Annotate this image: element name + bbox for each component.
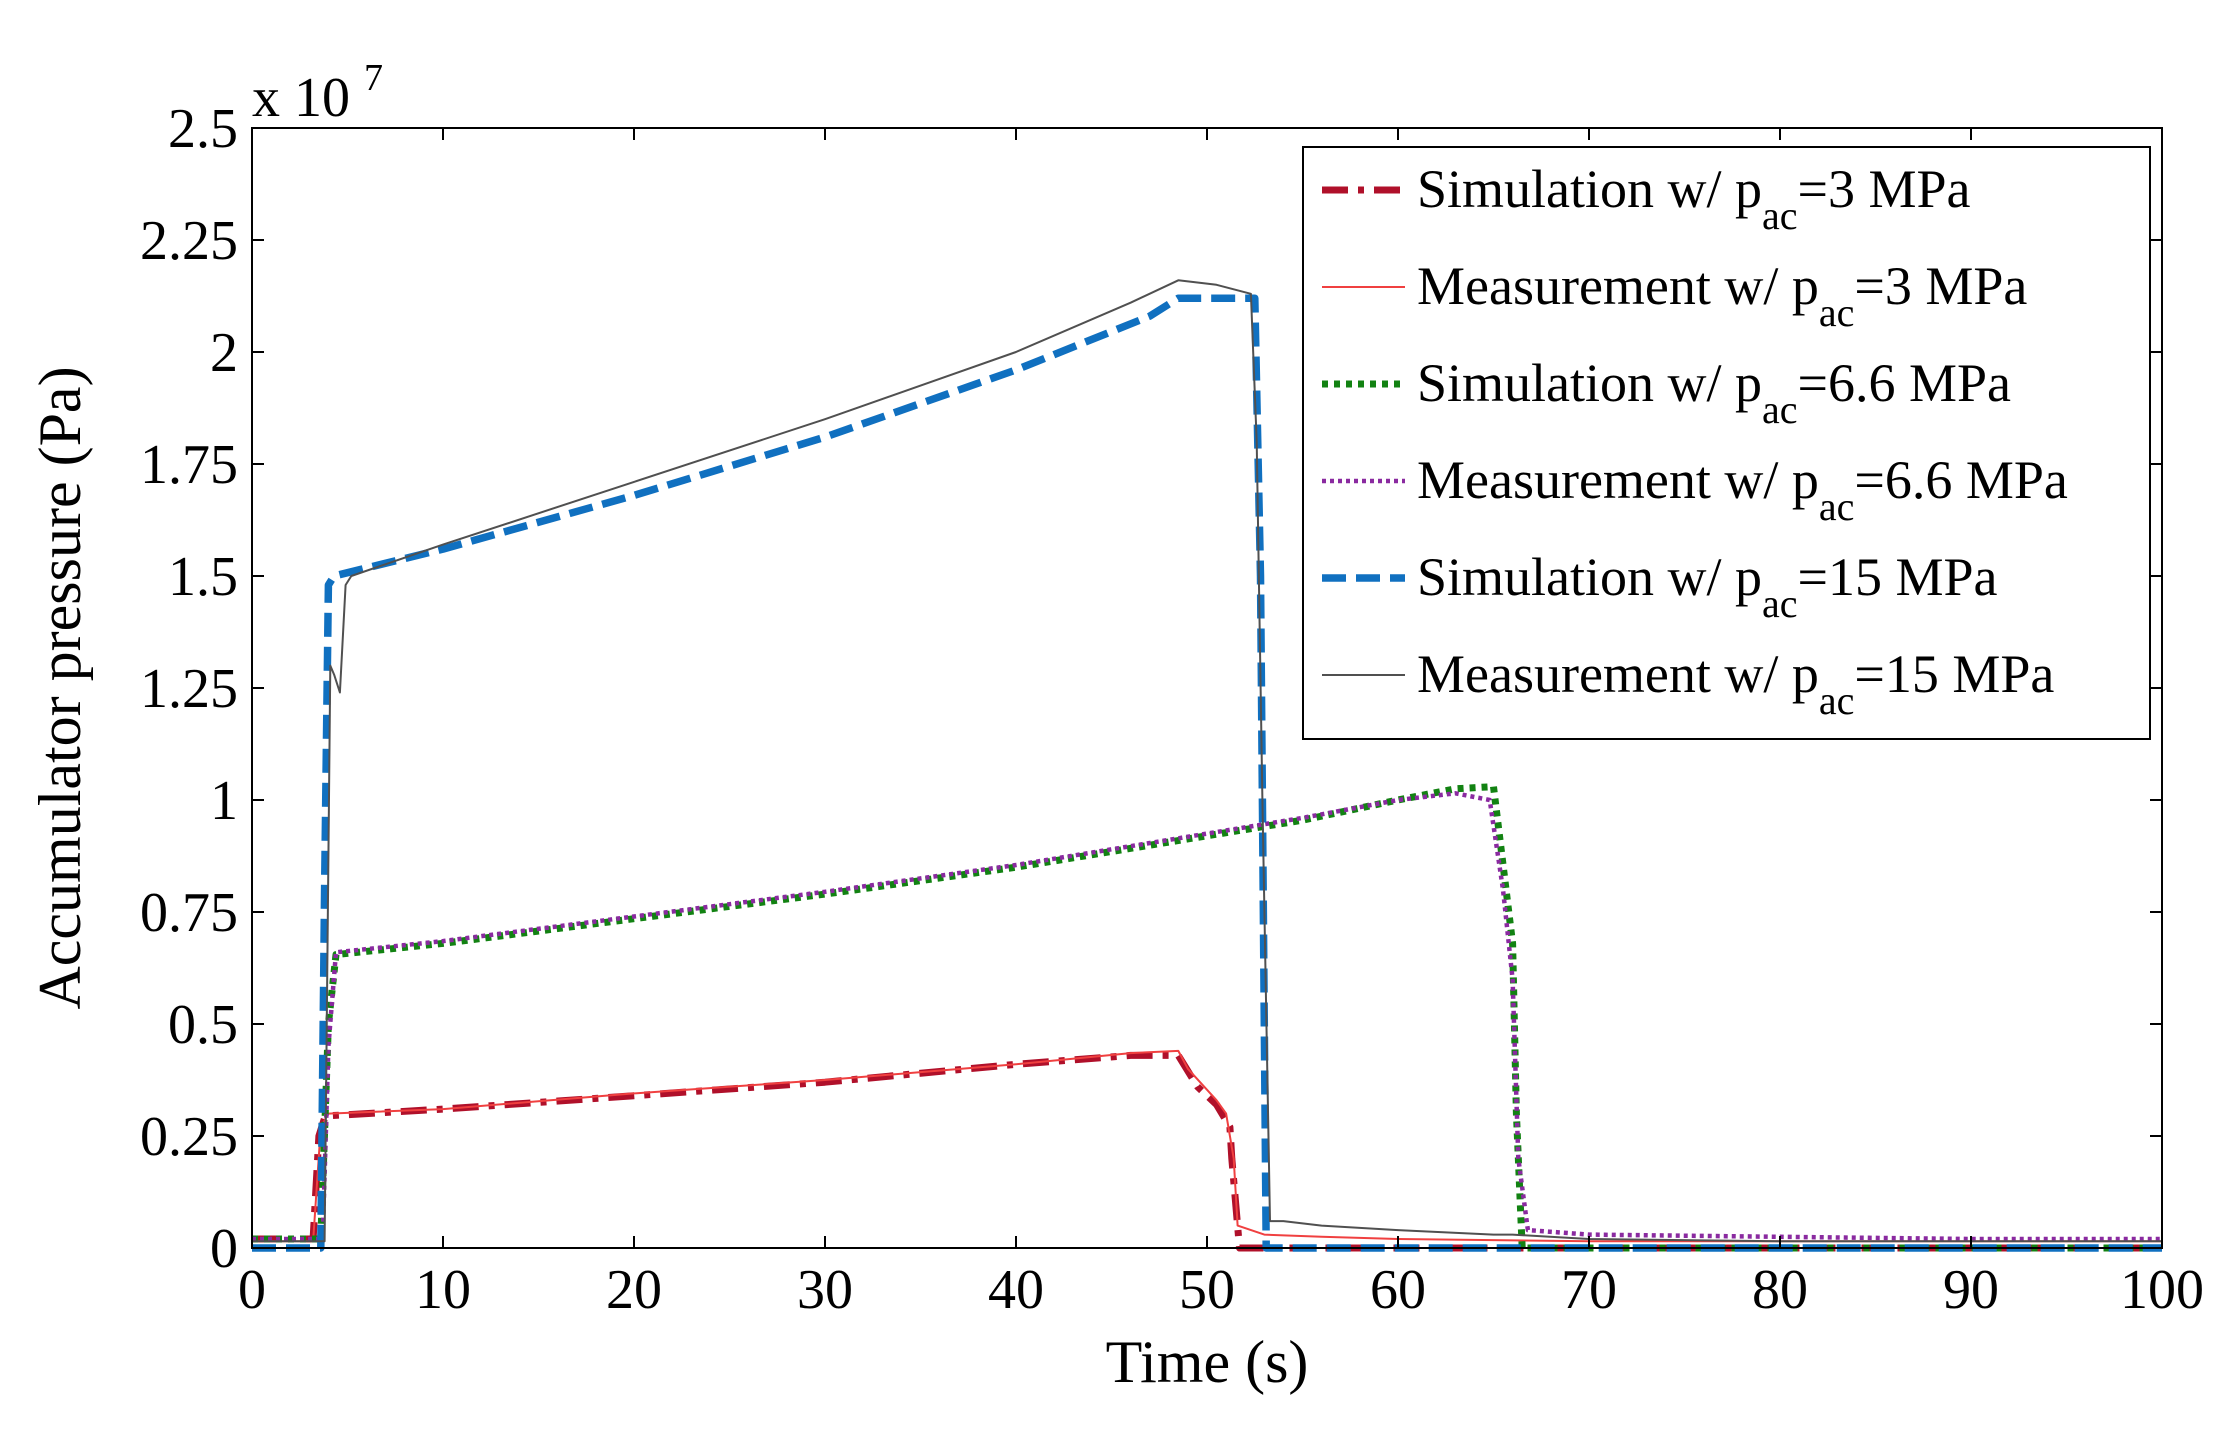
legend-label-text: Simulation w/ p — [1417, 159, 1762, 219]
y-tick-label: 2.25 — [140, 210, 238, 272]
legend-label-value: =15 MPa — [1798, 547, 1998, 607]
y-tick-label: 1.75 — [140, 434, 238, 496]
x-tick-label: 80 — [1752, 1259, 1808, 1321]
legend-label-2: Measurement w/ pac=3 MPa — [1417, 256, 2027, 335]
legend-box — [1302, 146, 2151, 740]
legend-label-subscript: ac — [1819, 484, 1855, 529]
legend-label-5: Simulation w/ pac=15 MPa — [1417, 547, 1998, 626]
legend-label-value: =6.6 MPa — [1798, 353, 2012, 413]
y-tick-label: 0.25 — [140, 1106, 238, 1168]
y-tick-label: 1 — [210, 770, 238, 832]
x-tick-label: 10 — [415, 1259, 471, 1321]
legend-label-value: =3 MPa — [1854, 256, 2027, 316]
legend-label-6: Measurement w/ pac=15 MPa — [1417, 644, 2054, 723]
legend-label-3: Simulation w/ pac=6.6 MPa — [1417, 353, 2011, 432]
x-tick-label: 30 — [797, 1259, 853, 1321]
series-line-2 — [252, 1049, 2162, 1243]
series-line-4 — [252, 791, 2162, 1242]
y-tick-label: 0.5 — [168, 994, 238, 1056]
x-axis-label: Time (s) — [1106, 1329, 1309, 1395]
legend-label-value: =6.6 MPa — [1854, 450, 2068, 510]
legend-label-text: Measurement w/ p — [1417, 450, 1819, 510]
y-tick-label: 1.5 — [168, 546, 238, 608]
legend-label-text: Simulation w/ p — [1417, 547, 1762, 607]
series-line-6 — [252, 279, 2162, 1243]
series-line-1 — [252, 1051, 2162, 1252]
legend-label-subscript: ac — [1819, 678, 1855, 723]
legend-label-value: =3 MPa — [1798, 159, 1971, 219]
legend-label-text: Measurement w/ p — [1417, 644, 1819, 704]
legend-label-subscript: ac — [1762, 581, 1798, 626]
x-tick-label: 60 — [1370, 1259, 1426, 1321]
y-exponent-label: x 10 7 — [252, 57, 383, 129]
x-tick-label: 40 — [988, 1259, 1044, 1321]
x-tick-label: 50 — [1179, 1259, 1235, 1321]
x-tick-label: 70 — [1561, 1259, 1617, 1321]
y-tick-label: 0.75 — [140, 882, 238, 944]
legend-label-subscript: ac — [1762, 387, 1798, 432]
y-tick-label: 2 — [210, 322, 238, 384]
legend-label-text: Simulation w/ p — [1417, 353, 1762, 413]
y-exponent-power: 7 — [364, 57, 383, 99]
y-tick-label: 1.25 — [140, 658, 238, 720]
x-tick-label: 100 — [2120, 1259, 2204, 1321]
series-line-5 — [252, 294, 2162, 1252]
legend-label-1: Simulation w/ pac=3 MPa — [1417, 159, 1971, 238]
y-axis-label: Accumulator pressure (Pa) — [27, 366, 93, 1009]
y-tick-label: 0 — [210, 1218, 238, 1280]
legend-label-subscript: ac — [1819, 290, 1855, 335]
x-tick-label: 20 — [606, 1259, 662, 1321]
legend-label-text: Measurement w/ p — [1417, 256, 1819, 316]
x-tick-label: 90 — [1943, 1259, 1999, 1321]
y-exponent-prefix: x 10 — [252, 67, 350, 129]
legend-label-subscript: ac — [1762, 193, 1798, 238]
legend-label-4: Measurement w/ pac=6.6 MPa — [1417, 450, 2068, 529]
series-line-3 — [252, 783, 2162, 1252]
legend-label-value: =15 MPa — [1854, 644, 2054, 704]
y-tick-label: 2.5 — [168, 98, 238, 160]
x-tick-label: 0 — [238, 1259, 266, 1321]
ticks-layer: 0 10 20 30 40 50 60 70 80 90 100 0 0.25 0.5 0.75 1 1.25 1… — [140, 98, 2204, 1321]
